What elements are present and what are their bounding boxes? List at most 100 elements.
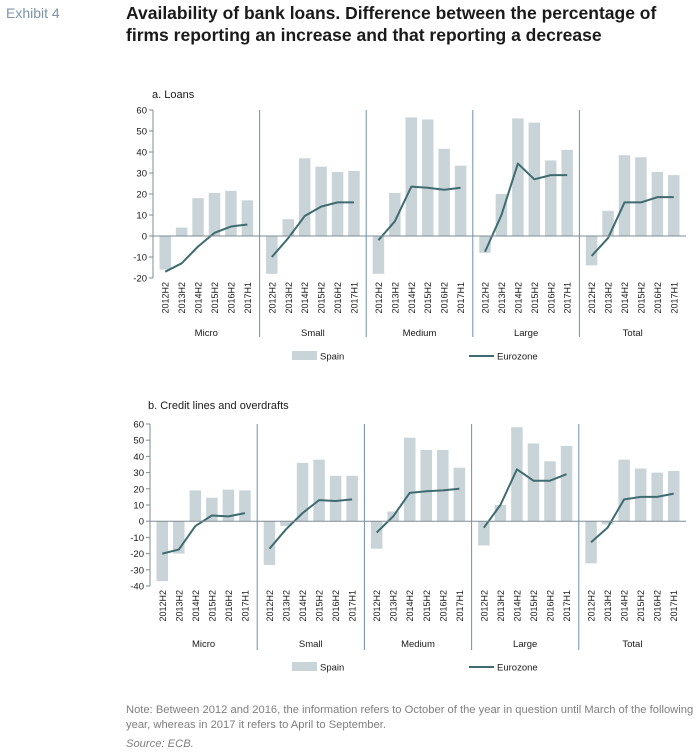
y-tick-label: 50 bbox=[136, 127, 147, 138]
bar-spain-medium bbox=[437, 449, 449, 522]
line-eurozone-large bbox=[484, 162, 568, 253]
x-tick-label: 2012H2 bbox=[267, 282, 277, 314]
x-tick-label: 2017H1 bbox=[669, 282, 679, 314]
line-eurozone-medium bbox=[375, 487, 460, 534]
bar-spain-total bbox=[618, 459, 630, 522]
y-tick-label: 20 bbox=[136, 190, 147, 201]
legend-label-eurozone: Eurozone bbox=[497, 663, 538, 674]
legend-label-spain: Spain bbox=[320, 663, 344, 674]
bar-spain-micro bbox=[239, 490, 251, 522]
bar-spain-large bbox=[527, 443, 540, 522]
bar-spain-small bbox=[282, 219, 294, 236]
bar-spain-medium bbox=[389, 192, 401, 236]
x-tick-label: 2012H2 bbox=[161, 282, 171, 314]
bar-spain-small bbox=[266, 236, 278, 274]
x-tick-label: 2015H2 bbox=[210, 282, 220, 314]
x-tick-label: 2014H2 bbox=[191, 590, 201, 622]
y-tick-label: 30 bbox=[133, 468, 144, 479]
x-tick-label: 2015H2 bbox=[317, 282, 327, 314]
x-tick-label: 2012H2 bbox=[587, 590, 597, 622]
x-tick-label: 2016H2 bbox=[224, 590, 234, 622]
x-tick-label: 2017H1 bbox=[456, 282, 466, 314]
x-tick-label: 2014H2 bbox=[407, 282, 417, 314]
x-tick-label: 2012H2 bbox=[481, 282, 491, 314]
bar-spain-medium bbox=[372, 236, 385, 274]
bar-spain-small bbox=[313, 459, 325, 522]
y-tick-label: 10 bbox=[136, 211, 147, 222]
exhibit-label: Exhibit 4 bbox=[6, 5, 60, 21]
credit-lines-chart: b. Credit lines and overdrafts -40 -30 -20 -… bbox=[130, 400, 686, 674]
bar-spain-medium bbox=[454, 165, 467, 236]
x-tick-label: 2012H2 bbox=[372, 590, 382, 622]
line-eurozone-total bbox=[590, 492, 674, 544]
y-tick-label: 50 bbox=[133, 436, 144, 447]
footnote: Note: Between 2012 and 2016, the informa… bbox=[126, 704, 694, 731]
y-tick-label: 40 bbox=[136, 148, 147, 159]
bar-spain-small bbox=[331, 171, 344, 236]
x-tick-label: 2017H1 bbox=[455, 590, 465, 622]
group-label-micro: Micro bbox=[192, 639, 215, 650]
bar-spain-small bbox=[346, 475, 358, 522]
y-tick-label: -40 bbox=[130, 582, 144, 593]
y-tick-label: 0 bbox=[142, 232, 147, 243]
bar-spain-large bbox=[561, 149, 573, 236]
bar-spain-total bbox=[634, 468, 647, 522]
x-tick-label: 2016H2 bbox=[653, 282, 663, 314]
group-label-medium: Medium bbox=[403, 328, 437, 339]
line-eurozone-micro bbox=[164, 223, 248, 273]
x-tick-label: 2013H2 bbox=[604, 282, 614, 314]
x-tick-label: 2016H2 bbox=[546, 282, 556, 314]
y-tick-label: -10 bbox=[130, 533, 144, 544]
bar-spain-medium bbox=[438, 148, 450, 236]
x-tick-label: 2013H2 bbox=[282, 590, 292, 622]
x-tick-label: 2017H1 bbox=[563, 282, 573, 314]
y-tick-label: -30 bbox=[130, 565, 144, 576]
bar-spain-total bbox=[651, 171, 664, 236]
panel-title: b. Credit lines and overdrafts bbox=[148, 400, 289, 412]
bar-spain-total bbox=[601, 521, 614, 525]
x-tick-label: 2016H2 bbox=[438, 590, 448, 622]
group-label-large: Large bbox=[513, 639, 537, 650]
x-tick-label: 2015H2 bbox=[636, 282, 646, 314]
bar-spain-large bbox=[560, 445, 573, 522]
line-eurozone-small bbox=[271, 201, 354, 258]
y-tick-label: 30 bbox=[136, 169, 147, 180]
x-tick-label: 2013H2 bbox=[284, 282, 294, 314]
bar-spain-small bbox=[296, 462, 309, 522]
bar-spain-total bbox=[667, 470, 680, 522]
bar-spain-micro bbox=[206, 497, 218, 522]
y-tick-label: 20 bbox=[133, 484, 144, 495]
bar-spain-micro bbox=[241, 200, 254, 236]
bar-spain-large bbox=[545, 160, 557, 236]
bar-spain-total bbox=[585, 236, 598, 266]
x-tick-label: 2017H1 bbox=[348, 590, 358, 622]
x-tick-label: 2016H2 bbox=[333, 282, 343, 314]
bar-spain-total bbox=[585, 521, 597, 564]
x-tick-label: 2013H2 bbox=[390, 282, 400, 314]
y-tick-label: 10 bbox=[133, 501, 144, 512]
line-eurozone-large bbox=[483, 468, 567, 529]
x-tick-label: 2016H2 bbox=[546, 590, 556, 622]
bar-spain-small bbox=[329, 475, 342, 522]
group-label-large: Large bbox=[514, 328, 538, 339]
bar-spain-micro bbox=[156, 521, 169, 582]
bar-spain-large bbox=[512, 118, 524, 236]
bar-spain-medium bbox=[453, 467, 466, 522]
x-tick-label: 2015H2 bbox=[315, 590, 325, 622]
x-tick-label: 2012H2 bbox=[158, 590, 168, 622]
bar-spain-large bbox=[494, 505, 507, 522]
group-label-medium: Medium bbox=[401, 639, 435, 650]
x-tick-label: 2013H2 bbox=[177, 282, 187, 314]
bar-spain-small bbox=[263, 521, 276, 565]
bar-spain-micro bbox=[175, 227, 188, 236]
x-tick-label: 2014H2 bbox=[513, 282, 523, 314]
x-tick-label: 2015H2 bbox=[530, 282, 540, 314]
bar-spain-medium bbox=[370, 521, 383, 549]
x-tick-label: 2014H2 bbox=[405, 590, 415, 622]
x-tick-label: 2014H2 bbox=[620, 282, 630, 314]
y-tick-label: 60 bbox=[133, 420, 144, 431]
bar-spain-large bbox=[478, 521, 490, 546]
legend-label-eurozone: Eurozone bbox=[497, 352, 538, 363]
bar-spain-micro bbox=[225, 190, 237, 236]
bar-spain-medium bbox=[420, 449, 433, 522]
